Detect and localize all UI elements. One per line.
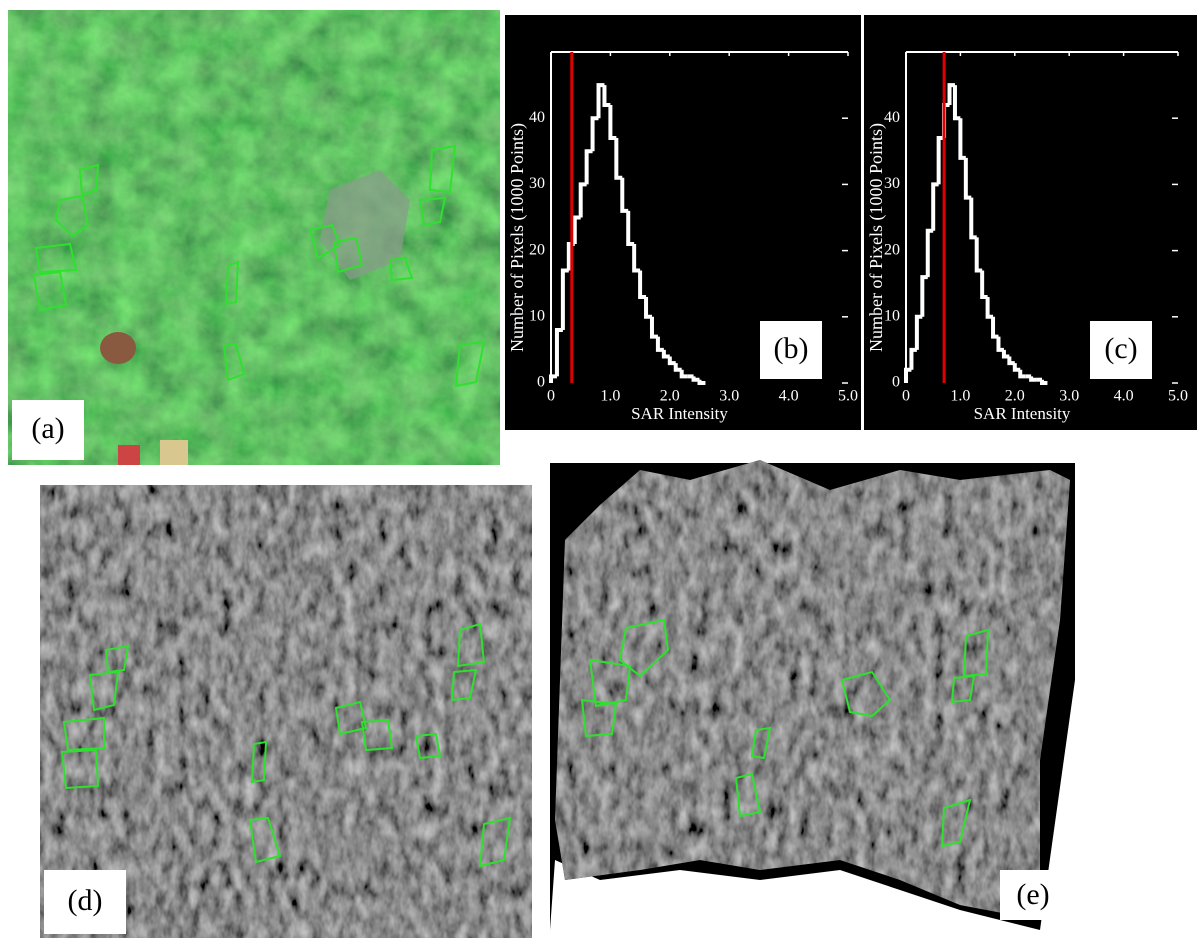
y-tick-label: 30 bbox=[884, 175, 900, 192]
y-tick-label: 20 bbox=[884, 241, 900, 258]
image-e-texture bbox=[550, 460, 1075, 930]
building bbox=[118, 445, 140, 465]
y-tick-label: 30 bbox=[529, 175, 545, 192]
panel-e: (e) bbox=[550, 460, 1075, 930]
x-tick-label: 2.0 bbox=[1005, 388, 1025, 405]
panel-label: (e) bbox=[1016, 878, 1049, 911]
panel-d: (d) bbox=[40, 485, 532, 938]
x-axis-label: SAR Intensity bbox=[631, 404, 728, 423]
x-tick-label: 3.0 bbox=[719, 388, 739, 405]
y-tick-label: 40 bbox=[529, 109, 545, 126]
y-axis-label: Number of Pixels (1000 Points) bbox=[507, 123, 528, 352]
panel-label: (a) bbox=[31, 412, 64, 445]
image-a-texture bbox=[8, 10, 500, 465]
y-axis-label: Number of Pixels (1000 Points) bbox=[866, 123, 887, 352]
y-tick-label: 20 bbox=[529, 241, 545, 258]
x-tick-label: 2.0 bbox=[660, 388, 680, 405]
x-tick-label: 5.0 bbox=[838, 388, 858, 405]
x-tick-label: 1.0 bbox=[950, 388, 970, 405]
x-tick-label: 1.0 bbox=[600, 388, 620, 405]
panel-label: (c) bbox=[1104, 332, 1137, 365]
y-tick-label: 10 bbox=[529, 307, 545, 324]
x-axis-label: SAR Intensity bbox=[974, 404, 1071, 423]
building bbox=[160, 440, 188, 465]
clearing bbox=[100, 332, 136, 364]
x-tick-label: 5.0 bbox=[1168, 388, 1188, 405]
panel-label: (b) bbox=[774, 332, 809, 365]
y-tick-label: 40 bbox=[884, 109, 900, 126]
y-tick-label: 0 bbox=[892, 374, 900, 391]
y-tick-label: 0 bbox=[537, 374, 545, 391]
x-tick-label: 3.0 bbox=[1059, 388, 1079, 405]
x-tick-label: 0 bbox=[547, 388, 555, 405]
x-tick-label: 4.0 bbox=[779, 388, 799, 405]
panel-label: (d) bbox=[68, 884, 103, 917]
figure: (a) 0 10 20 30 40 0 1.0 2.0 3.0 4.0 5.0 SAR Intensi… bbox=[0, 0, 1199, 938]
x-tick-label: 4.0 bbox=[1114, 388, 1134, 405]
x-tick-label: 0 bbox=[902, 388, 910, 405]
y-tick-label: 10 bbox=[884, 307, 900, 324]
panel-a: (a) bbox=[8, 10, 500, 465]
